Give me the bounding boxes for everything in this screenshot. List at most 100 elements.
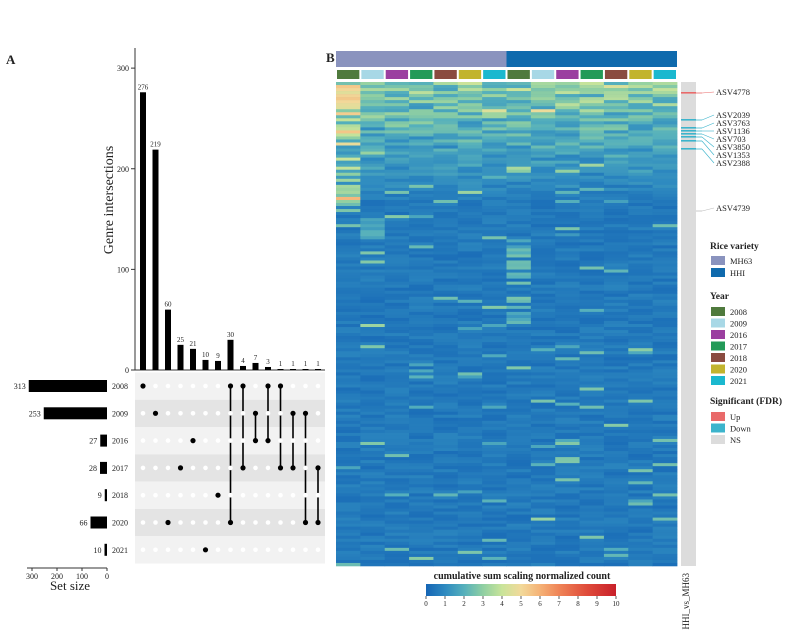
heatmap-cell bbox=[652, 281, 678, 285]
heatmap-cell bbox=[336, 417, 361, 422]
heatmap-cell bbox=[360, 130, 386, 134]
sig-column-label: HHI_vs_MH63 bbox=[681, 573, 691, 630]
heatmap-cell bbox=[384, 193, 410, 198]
heatmap-cell bbox=[555, 475, 580, 479]
heatmap-cell bbox=[628, 327, 654, 331]
heatmap-cell bbox=[555, 372, 580, 376]
matrix-dot-filled bbox=[152, 410, 159, 416]
heatmap-cell bbox=[555, 302, 580, 307]
heatmap-cell bbox=[603, 245, 629, 249]
heatmap-cell bbox=[482, 339, 507, 343]
heatmap-cell bbox=[506, 363, 532, 367]
heatmap-cell bbox=[579, 317, 605, 322]
heatmap-cell bbox=[555, 224, 580, 228]
heatmap-cell bbox=[652, 227, 678, 231]
heatmap-cell bbox=[603, 532, 629, 537]
heatmap-cell bbox=[482, 544, 507, 549]
heatmap-cell bbox=[652, 529, 678, 534]
heatmap-cell bbox=[603, 556, 629, 561]
matrix-dot-empty bbox=[165, 438, 171, 443]
y-tick-label: 0 bbox=[125, 366, 129, 375]
heatmap-cell bbox=[433, 299, 459, 304]
heatmap-cell bbox=[628, 553, 654, 558]
heatmap-cell bbox=[409, 411, 434, 416]
heatmap-cell bbox=[530, 523, 556, 527]
set-name-label: 2016 bbox=[112, 437, 128, 446]
heatmap-cell bbox=[555, 478, 580, 482]
heatmap-cell bbox=[457, 91, 483, 95]
heatmap-cell bbox=[336, 556, 361, 561]
heatmap-cell bbox=[457, 402, 483, 406]
heatmap-cell bbox=[336, 366, 361, 370]
heatmap-cell bbox=[628, 502, 654, 506]
heatmap-cell bbox=[482, 224, 507, 228]
heatmap-cell bbox=[433, 553, 459, 558]
heatmap-cell bbox=[579, 478, 605, 482]
heatmap-cell bbox=[603, 354, 629, 358]
heatmap-cell bbox=[409, 547, 434, 552]
matrix-dot-empty bbox=[153, 438, 158, 443]
heatmap-cell bbox=[409, 541, 434, 546]
heatmap-cell bbox=[652, 469, 678, 473]
heatmap-cell bbox=[579, 94, 605, 98]
heatmap-cell bbox=[530, 178, 556, 183]
heatmap-cell bbox=[506, 493, 532, 497]
heatmap-cell bbox=[530, 363, 556, 367]
heatmap-cell bbox=[409, 245, 434, 249]
heatmap-cell bbox=[360, 184, 386, 189]
heatmap-cell bbox=[652, 203, 678, 207]
heatmap-cell bbox=[433, 215, 459, 219]
heatmap-cell bbox=[603, 399, 629, 403]
matrix-dot-empty bbox=[315, 547, 321, 553]
heatmap-cell bbox=[628, 460, 654, 464]
heatmap-cell bbox=[433, 284, 459, 288]
heatmap-cell bbox=[384, 526, 410, 530]
heatmap-cell bbox=[336, 357, 361, 361]
heatmap-cell bbox=[555, 514, 580, 518]
heatmap-cell bbox=[652, 118, 678, 122]
heatmap-cell bbox=[336, 136, 361, 140]
heatmap-cell bbox=[482, 387, 507, 391]
colorbar-title: cumulative sum scaling normalized count bbox=[434, 571, 611, 582]
heatmap-cell bbox=[506, 457, 532, 461]
asv-leader-line bbox=[701, 136, 715, 148]
heatmap-cell bbox=[409, 493, 434, 497]
heatmap-cell bbox=[628, 166, 654, 171]
heatmap-cell bbox=[336, 487, 361, 491]
heatmap-cell bbox=[579, 499, 605, 503]
heatmap-cell bbox=[384, 209, 410, 213]
heatmap-cell bbox=[433, 184, 459, 189]
heatmap-cell bbox=[433, 139, 459, 143]
heatmap-cell bbox=[360, 233, 386, 237]
heatmap-cell bbox=[530, 460, 556, 464]
heatmap-cell bbox=[628, 448, 654, 452]
heatmap-cell bbox=[530, 293, 556, 298]
matrix-dot-empty bbox=[203, 411, 208, 416]
heatmap-cell bbox=[409, 263, 434, 267]
heatmap-cell bbox=[433, 157, 459, 161]
heatmap-cell bbox=[628, 399, 654, 403]
heatmap-cell bbox=[457, 130, 483, 134]
heatmap-cell bbox=[336, 466, 361, 470]
heatmap-cell bbox=[360, 115, 386, 119]
heatmap-cell bbox=[603, 357, 629, 361]
heatmap-cell bbox=[336, 163, 361, 167]
heatmap-cell bbox=[555, 296, 580, 301]
legend-swatch bbox=[711, 412, 725, 421]
heatmap-cell bbox=[628, 145, 654, 149]
heatmap-cell bbox=[530, 348, 556, 352]
heatmap-cell bbox=[482, 432, 507, 437]
heatmap-cell bbox=[482, 487, 507, 491]
heatmap-cell bbox=[628, 381, 654, 385]
heatmap-cell bbox=[360, 363, 386, 367]
heatmap-cell bbox=[384, 97, 410, 101]
heatmap-cell bbox=[603, 82, 629, 86]
heatmap-cell bbox=[409, 251, 434, 255]
heatmap-cell bbox=[628, 224, 654, 228]
heatmap-cell bbox=[384, 366, 410, 370]
heatmap-cell bbox=[409, 160, 434, 164]
heatmap-cell bbox=[530, 212, 556, 216]
heatmap-cell bbox=[506, 275, 532, 279]
heatmap-legend: Rice varietyMH63HHIYear20082009201620172… bbox=[710, 242, 782, 445]
legend-swatch bbox=[711, 376, 725, 385]
